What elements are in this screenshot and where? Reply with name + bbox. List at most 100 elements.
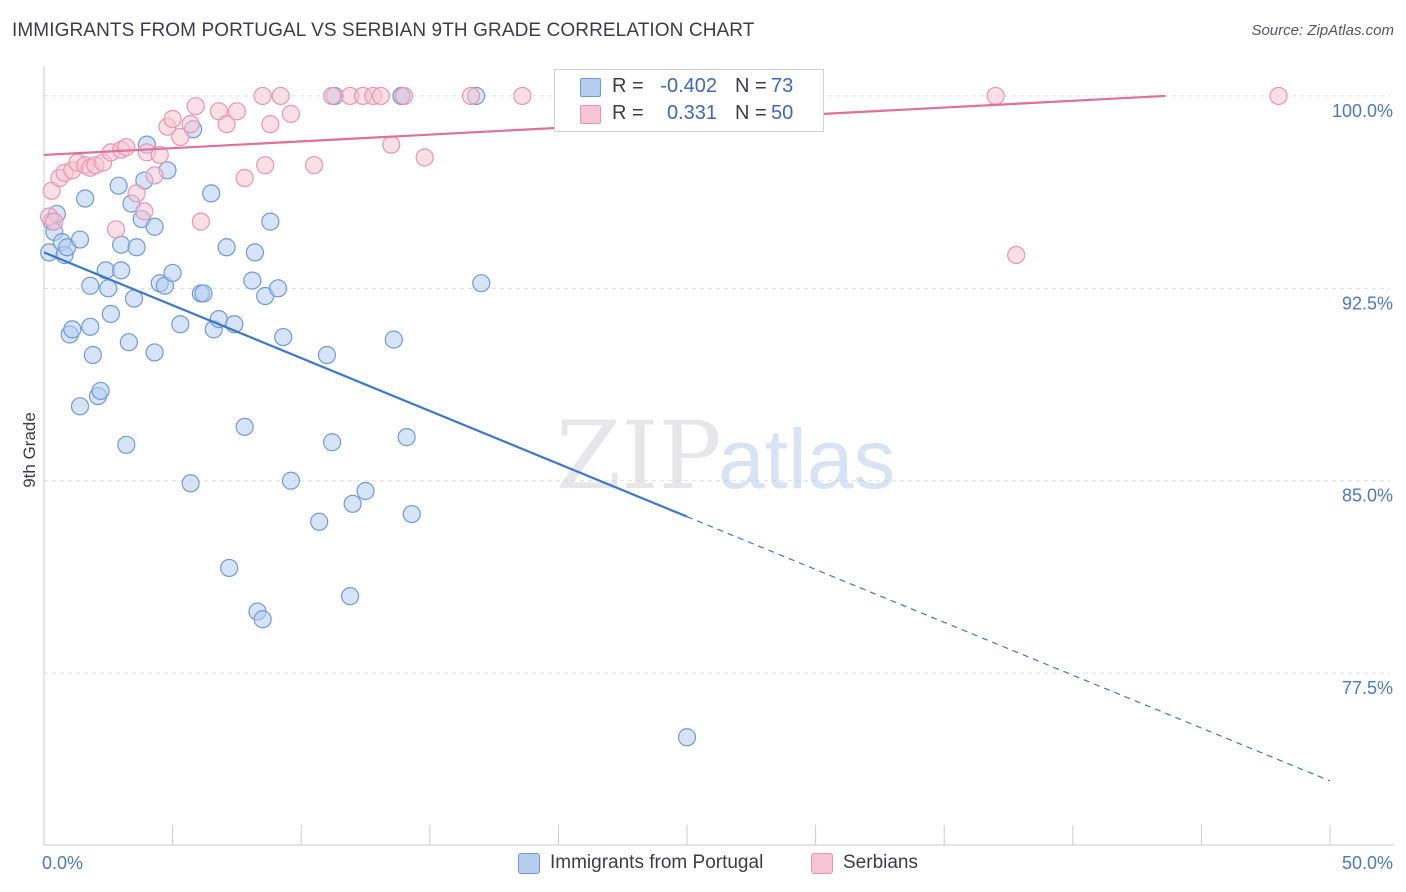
- point-portugal: [243, 271, 262, 290]
- point-serbians: [106, 220, 126, 239]
- point-serbians: [281, 104, 301, 123]
- watermark: ZIP atlas: [556, 402, 895, 511]
- point-serbians: [171, 127, 190, 147]
- point-portugal: [322, 433, 342, 452]
- chart-title: IMMIGRANTS FROM PORTUGAL VS SERBIAN 9TH …: [12, 20, 755, 41]
- point-serbians: [256, 156, 275, 175]
- point-portugal: [83, 345, 102, 365]
- point-portugal: [117, 435, 136, 454]
- point-portugal: [109, 176, 128, 195]
- point-serbians: [145, 166, 164, 185]
- point-portugal: [317, 345, 337, 365]
- r-value: -0.402: [660, 75, 717, 97]
- point-portugal: [217, 238, 236, 257]
- legend-swatch-pink: [811, 853, 833, 874]
- watermark-atlas: atlas: [718, 412, 895, 506]
- point-portugal: [76, 189, 95, 208]
- point-serbians: [181, 115, 200, 134]
- legend-swatch-blue: [518, 853, 540, 874]
- point-serbians: [1007, 245, 1026, 265]
- axes: [43, 66, 1394, 846]
- point-serbians: [261, 115, 280, 134]
- stats-row-serbians: R = 0.331 N = 50: [555, 101, 823, 127]
- point-portugal: [245, 243, 265, 262]
- point-portugal: [677, 728, 697, 747]
- point-portugal: [145, 343, 164, 362]
- r-label: R =: [612, 75, 644, 97]
- n-value: 73: [771, 75, 794, 97]
- y-tick-label: 92.5%: [1342, 293, 1393, 313]
- point-serbians: [117, 138, 136, 157]
- point-portugal: [101, 304, 120, 324]
- point-serbians: [45, 212, 64, 231]
- point-portugal: [127, 238, 146, 257]
- n-label: N =: [735, 75, 767, 97]
- point-portugal: [402, 504, 421, 524]
- point-portugal: [261, 212, 280, 231]
- stats-legend: R = -0.402 N = 73 R = 0.331 N = 50: [554, 69, 824, 132]
- trend-line-portugal: [43, 251, 688, 518]
- y-tick-label: 100.0%: [1332, 101, 1393, 121]
- point-serbians: [217, 115, 236, 134]
- r-label: R =: [612, 102, 644, 124]
- n-value: 50: [771, 102, 794, 124]
- point-serbians: [186, 97, 205, 116]
- stats-row-portugal: R = -0.402 N = 73: [555, 74, 823, 100]
- point-portugal: [235, 417, 254, 436]
- point-serbians: [1269, 86, 1288, 106]
- point-portugal: [145, 217, 164, 236]
- trend-line-portugal-extension: [686, 516, 1331, 782]
- y-axis-label: 9th Grade: [20, 412, 39, 488]
- point-portugal: [472, 274, 491, 293]
- point-portugal: [268, 279, 288, 298]
- point-portugal: [119, 333, 138, 352]
- point-portugal: [91, 381, 110, 401]
- point-portugal: [384, 330, 403, 349]
- point-serbians: [163, 109, 182, 129]
- point-serbians: [986, 86, 1005, 106]
- x-tick-labels: 0.0% 50.0%: [42, 853, 1393, 873]
- n-label: N =: [735, 102, 767, 124]
- point-portugal: [281, 471, 301, 490]
- legend-label: Immigrants from Portugal: [550, 852, 764, 873]
- point-serbians: [371, 86, 391, 106]
- point-serbians: [461, 86, 481, 106]
- point-portugal: [343, 494, 362, 513]
- point-portugal: [310, 512, 329, 531]
- point-portugal: [253, 610, 272, 629]
- point-serbians: [127, 184, 146, 203]
- point-portugal: [181, 474, 200, 493]
- point-serbians: [227, 102, 246, 121]
- point-serbians: [382, 135, 401, 154]
- point-serbians: [135, 202, 154, 221]
- source-label: Source: ZipAtlas.com: [1251, 22, 1394, 39]
- point-portugal: [202, 184, 221, 203]
- point-portugal: [397, 428, 416, 447]
- legend-swatch-pink: [580, 105, 601, 124]
- x-tick-label: 50.0%: [1342, 853, 1393, 873]
- point-serbians: [304, 156, 324, 175]
- point-serbians: [235, 168, 254, 188]
- point-portugal: [63, 320, 82, 339]
- point-portugal: [171, 315, 190, 334]
- r-value: 0.331: [666, 102, 717, 124]
- point-portugal: [70, 230, 90, 249]
- x-tick-label: 0.0%: [42, 853, 83, 873]
- point-portugal: [81, 317, 100, 336]
- point-portugal: [112, 235, 131, 254]
- point-portugal: [220, 558, 239, 578]
- y-tick-label: 85.0%: [1342, 486, 1393, 506]
- legend-label: Serbians: [843, 852, 918, 873]
- legend-swatch-blue: [580, 78, 601, 97]
- point-serbians: [415, 148, 434, 167]
- point-serbians: [191, 212, 210, 231]
- point-serbians: [513, 86, 532, 106]
- point-serbians: [271, 86, 290, 106]
- y-tick-label: 77.5%: [1342, 678, 1393, 698]
- point-portugal: [274, 327, 293, 347]
- point-serbians: [253, 86, 272, 106]
- point-portugal: [356, 481, 375, 501]
- point-portugal: [163, 263, 182, 283]
- point-serbians: [150, 145, 169, 165]
